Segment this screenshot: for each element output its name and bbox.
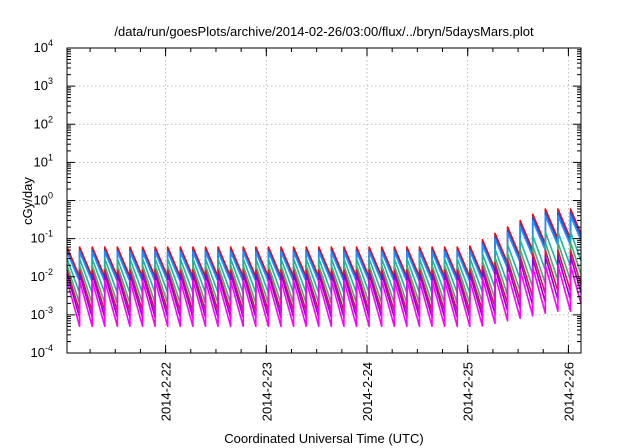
x-tick-label: 2014-2-25 <box>461 362 476 421</box>
y-axis: 10-4 10-3 10-2 10-1 100 101 102 103 104 <box>31 38 581 360</box>
x-tick-label: 2014-2-24 <box>360 362 375 421</box>
series-group <box>66 208 582 328</box>
chart-title: /data/run/goesPlots/archive/2014-02-26/0… <box>114 24 534 39</box>
y-axis-label: cGy/day <box>20 177 35 225</box>
y-tick-label: 103 <box>34 76 53 93</box>
series-line <box>66 208 582 278</box>
x-axis: 2014-2-22 2014-2-23 2014-2-24 2014-2-25 2014… <box>89 48 576 421</box>
x-tick-label: 2014-2-23 <box>259 362 274 421</box>
y-tick-label: 10-1 <box>31 229 53 246</box>
x-axis-label: Coordinated Universal Time (UTC) <box>224 431 423 446</box>
x-tick-label: 2014-2-22 <box>159 362 174 421</box>
y-tick-label: 101 <box>34 152 53 169</box>
x-tick-label: 2014-2-26 <box>561 362 576 421</box>
y-tick-label: 104 <box>34 38 53 55</box>
series-line <box>66 264 582 328</box>
y-tick-label: 10-4 <box>31 343 53 360</box>
y-tick-label: 102 <box>34 114 53 131</box>
y-tick-label: 10-2 <box>31 267 53 284</box>
y-tick-label: 10-3 <box>31 305 53 322</box>
y-tick-label: 100 <box>34 191 53 208</box>
